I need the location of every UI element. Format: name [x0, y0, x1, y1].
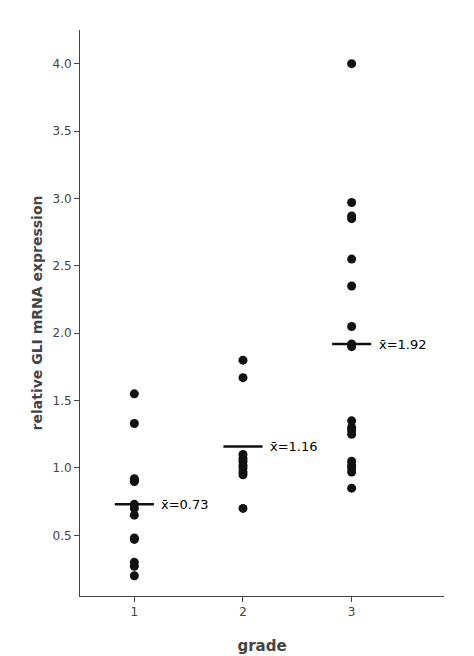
svg-text:3.0: 3.0 [53, 192, 72, 206]
svg-text:4.0: 4.0 [53, 57, 72, 71]
svg-text:1: 1 [131, 605, 139, 619]
svg-text:1.0: 1.0 [53, 461, 72, 475]
svg-text:relative GLI mRNA expression: relative GLI mRNA expression [29, 196, 45, 431]
svg-text:0.5: 0.5 [53, 529, 72, 543]
svg-text:2.0: 2.0 [53, 326, 72, 340]
svg-text:x̄=1.92: x̄=1.92 [379, 337, 427, 352]
svg-text:2: 2 [239, 605, 247, 619]
svg-text:grade: grade [237, 637, 286, 655]
svg-text:3: 3 [348, 605, 356, 619]
svg-text:2.5: 2.5 [53, 259, 72, 273]
svg-text:x̄=1.16: x̄=1.16 [270, 439, 318, 454]
svg-text:x̄=0.73: x̄=0.73 [161, 497, 209, 512]
svg-text:1.5: 1.5 [53, 394, 72, 408]
svg-text:3.5: 3.5 [53, 124, 72, 138]
